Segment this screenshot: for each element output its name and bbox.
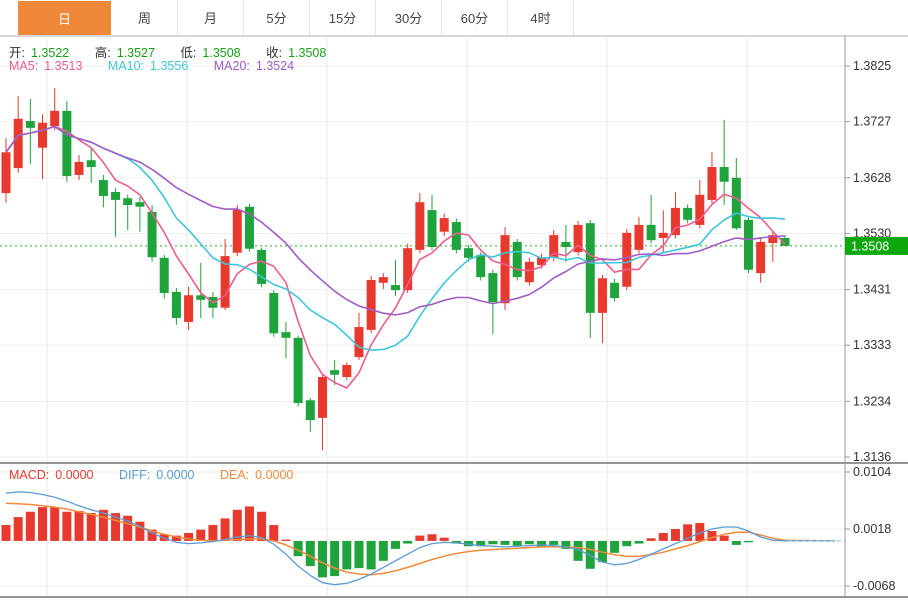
svg-text:-0.0068: -0.0068 [853,579,895,593]
close-label: 收: [266,46,283,60]
tab-month[interactable]: 月 [178,0,244,35]
high-value: 1.3527 [116,46,155,60]
svg-text:0.0018: 0.0018 [853,522,891,536]
svg-text:1.3136: 1.3136 [853,450,891,464]
ohlc-legend: 开: 1.3522 高: 1.3527 低: 1.3508 收: 1.3508 [9,42,332,61]
ma5-value: 1.3513 [44,59,83,73]
svg-text:1.3628: 1.3628 [853,171,891,185]
tab-day[interactable]: 日 [18,1,111,35]
macd-label: MACD: [9,468,50,482]
diff-value: 0.0000 [156,468,195,482]
ma-legend: MA5: 1.3513 MA10: 1.3556 MA20: 1.3524 [9,59,300,73]
open-value: 1.3522 [30,46,70,60]
svg-text:1.3431: 1.3431 [853,283,891,297]
svg-text:1.3727: 1.3727 [853,115,891,129]
svg-text:1.3508: 1.3508 [851,239,889,253]
tab-15min[interactable]: 15分 [310,0,376,35]
macd-legend: MACD: 0.0000 DIFF: 0.0000 DEA: 0.0000 [9,468,299,482]
low-value: 1.3508 [202,46,241,60]
candlestick-macd-chart-svg[interactable]: 1.38251.37271.36281.35301.34311.33331.32… [0,36,908,600]
ma20-label: MA20: [213,59,250,73]
tab-60min[interactable]: 60分 [442,0,508,35]
ma20-value: 1.3524 [255,59,295,73]
dea-value: 0.0000 [255,468,294,482]
tab-30min[interactable]: 30分 [376,0,442,35]
tab-5min[interactable]: 5分 [244,0,310,35]
ma10-value: 1.3556 [150,59,189,73]
chart-area[interactable]: 1.3825 1.3727 1.3628 1.3530 1.3431 1.3333 1.32… [0,36,908,600]
open-label: 开: [9,46,25,60]
svg-text:1.3234: 1.3234 [853,394,891,408]
tab-week[interactable]: 周 [112,0,178,35]
low-label: 低: [180,46,197,60]
ma5-label: MA5: [9,59,39,73]
ma10-label: MA10: [107,59,145,73]
period-tabbar: 日 周 月 5分 15分 30分 60分 4时 [0,0,908,36]
diff-label: DIFF: [119,468,151,482]
macd-value: 0.0000 [55,468,94,482]
close-value: 1.3508 [288,46,327,60]
svg-text:1.3825: 1.3825 [853,59,891,73]
dea-label: DEA: [219,468,250,482]
tab-4hour[interactable]: 4时 [508,0,574,35]
high-label: 高: [94,46,111,60]
svg-text:0.0104: 0.0104 [853,465,891,479]
svg-text:1.3333: 1.3333 [853,338,891,352]
